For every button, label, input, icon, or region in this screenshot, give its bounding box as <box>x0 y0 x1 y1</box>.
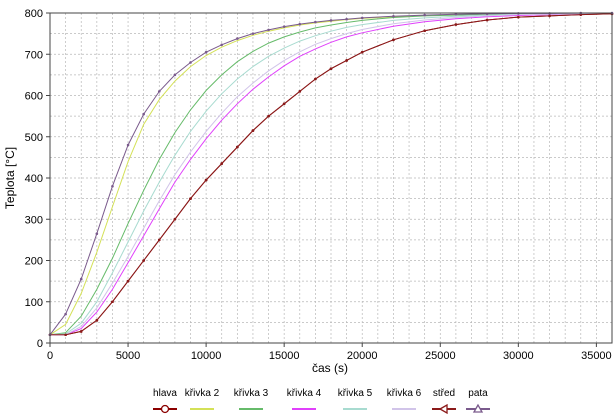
legend-label: křivka 5 <box>338 388 373 399</box>
data-point <box>220 162 224 165</box>
data-point <box>204 50 208 54</box>
data-point <box>485 18 489 22</box>
data-point <box>79 330 83 333</box>
data-point <box>267 28 270 32</box>
y-tick-label: 0 <box>37 338 43 350</box>
y-tick-label: 300 <box>25 214 43 226</box>
data-point <box>126 143 130 147</box>
triangle-up-marker-icon <box>472 403 484 413</box>
data-point <box>548 14 551 18</box>
data-point <box>329 67 333 70</box>
x-tick-label: 20000 <box>347 350 378 362</box>
data-point <box>95 319 99 322</box>
legend: hlava křivka 2 křivka 3 křivka 4 křivka 5 kři… <box>153 388 490 415</box>
data-point <box>189 61 192 64</box>
data-point <box>360 50 364 54</box>
data-point <box>298 90 302 93</box>
data-point <box>314 20 317 24</box>
data-point <box>157 90 161 93</box>
series-line <box>50 12 613 336</box>
data-point <box>282 102 286 106</box>
data-point <box>345 59 348 62</box>
y-tick-label: 500 <box>25 132 43 144</box>
data-point <box>423 13 426 17</box>
y-tick-label: 400 <box>25 173 43 185</box>
data-point <box>251 32 255 35</box>
data-point <box>173 73 177 77</box>
data-point <box>454 23 458 26</box>
data-point <box>79 277 83 281</box>
legend-label: křivka 6 <box>387 388 422 399</box>
data-point <box>251 129 255 132</box>
y-tick-label: 200 <box>25 256 43 268</box>
y-tick-label: 100 <box>25 297 43 309</box>
data-point <box>454 12 458 16</box>
x-tick-label: 5000 <box>116 350 140 362</box>
triangle-left-marker-icon <box>438 403 448 415</box>
data-point <box>111 300 114 304</box>
data-point <box>298 22 302 26</box>
data-point <box>392 38 395 42</box>
data-point <box>142 259 145 262</box>
x-tick-label: 15000 <box>269 350 300 362</box>
data-point <box>64 333 67 337</box>
data-point <box>95 232 99 235</box>
data-point <box>157 238 161 242</box>
circle-marker-icon <box>160 404 170 414</box>
data-point <box>126 279 130 283</box>
data-point <box>236 145 239 149</box>
x-tick-label: 30000 <box>503 350 534 362</box>
x-tick-label: 10000 <box>191 350 222 362</box>
data-point <box>314 77 317 81</box>
data-point <box>267 114 270 118</box>
data-point <box>204 178 208 182</box>
data-point <box>64 312 67 316</box>
data-point <box>329 19 333 22</box>
data-point <box>392 14 395 18</box>
x-axis-label: čas (s) <box>312 361 348 375</box>
y-axis-label: Teplota [°C] <box>3 147 17 209</box>
legend-label: křivka 4 <box>287 388 322 399</box>
series-line <box>49 12 613 336</box>
legend-label: střed <box>433 388 455 399</box>
data-point <box>220 43 224 47</box>
data-point <box>345 17 348 21</box>
data-point <box>423 29 426 33</box>
legend-label: hlava <box>153 388 177 399</box>
data-point <box>111 184 114 188</box>
data-point <box>189 197 192 200</box>
legend-label: křivka 2 <box>185 388 220 399</box>
plot-grid <box>49 12 613 344</box>
y-tick-label: 700 <box>25 49 43 61</box>
legend-label: pata <box>468 388 488 399</box>
data-point <box>517 15 520 19</box>
data-point <box>236 37 239 40</box>
y-tick-label: 800 <box>25 8 43 20</box>
data-point <box>142 112 145 116</box>
x-tick-label: 35000 <box>581 350 612 362</box>
data-point <box>282 25 286 28</box>
x-tick-label: 0 <box>47 350 53 362</box>
series-line <box>50 12 613 336</box>
x-tick-label: 25000 <box>425 350 456 362</box>
y-tick-label: 600 <box>25 91 43 103</box>
legend-label: křivka 3 <box>234 388 269 399</box>
data-point <box>173 217 177 221</box>
data-point <box>360 16 364 20</box>
series-line <box>49 12 613 336</box>
axis-ticks: 0 5000 10000 15000 20000 25000 30000 35000 0 100 2… <box>25 8 612 362</box>
